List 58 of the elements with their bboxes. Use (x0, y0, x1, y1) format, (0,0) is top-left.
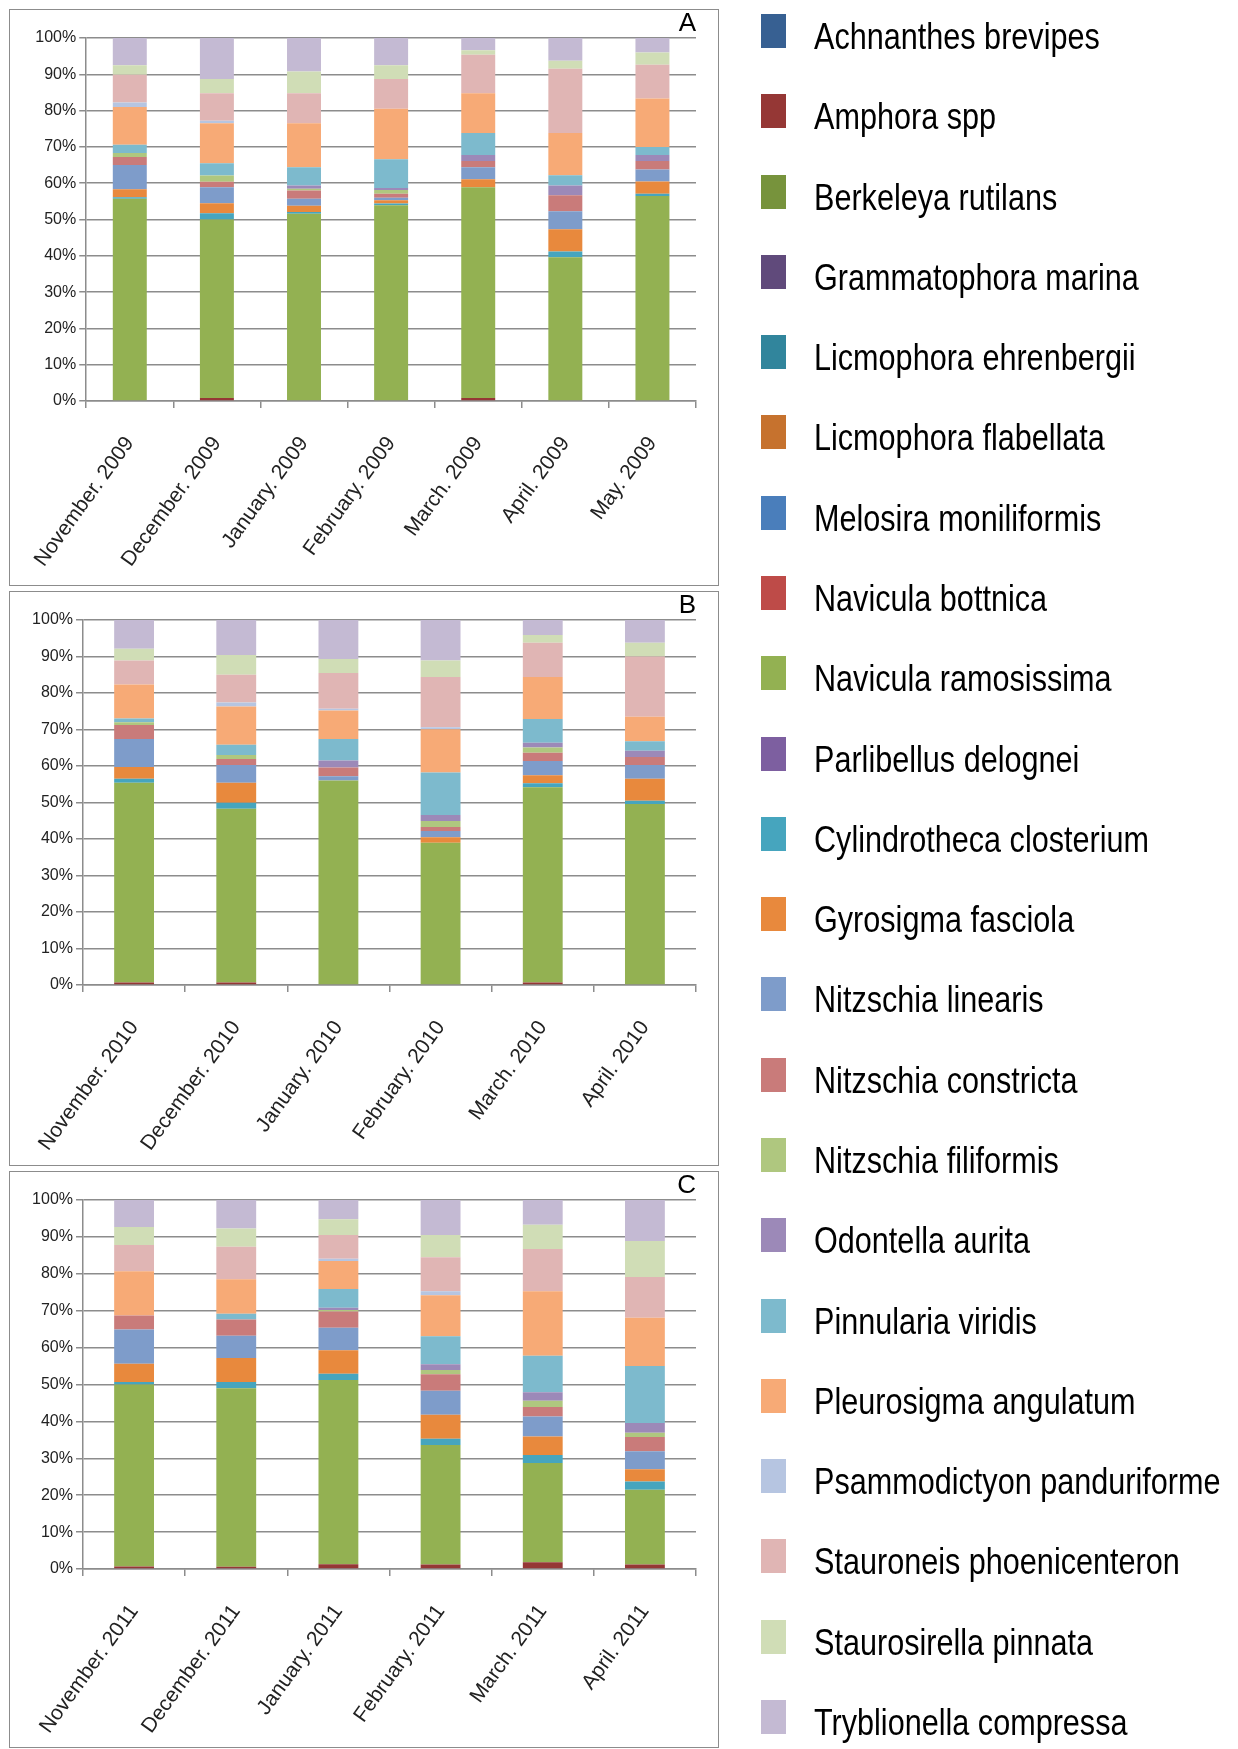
y-tick-label: 40% (44, 246, 77, 264)
y-tick-label: 30% (40, 1448, 73, 1466)
y-tick-label: 70% (40, 1301, 73, 1319)
y-tick-label: 80% (40, 683, 73, 701)
y-tick-label: 40% (40, 829, 73, 847)
legend-label: Melosira moniliformis (814, 497, 1103, 539)
legend-label: Berkeleya rutilans (814, 176, 1059, 218)
legend-label: Grammatophora marina (814, 256, 1140, 298)
y-tick-label: 10% (40, 1522, 73, 1540)
legend-label: Achnanthes brevipes (814, 16, 1101, 57)
y-tick-label: 30% (40, 865, 73, 883)
legend-label: Licmophora ehrenbergii (814, 337, 1137, 379)
y-tick-label: 100% (35, 28, 77, 46)
y-tick-label: 90% (40, 646, 73, 664)
y-tick-label: 50% (40, 1374, 73, 1392)
y-tick-label: 70% (40, 719, 73, 737)
y-tick-label: 20% (40, 902, 73, 920)
y-tick-label: 90% (40, 1227, 73, 1245)
y-tick-label: 50% (40, 792, 73, 810)
y-tick-label: 10% (44, 355, 77, 373)
legend-label: Nitzschia filiformis (814, 1140, 1060, 1181)
legend-label: Pinnularia viridis (814, 1300, 1038, 1342)
legend-label: Nitzschia linearis (814, 979, 1045, 1021)
y-tick-label: 60% (44, 173, 77, 191)
legend-label: Stauroneis phoenicenteron (814, 1541, 1180, 1583)
legend-label: Parlibellus delognei (814, 738, 1081, 780)
y-tick-label: 100% (32, 610, 73, 628)
y-tick-label: 20% (44, 318, 77, 336)
chart-title: B (678, 589, 696, 620)
y-tick-label: 40% (40, 1411, 73, 1429)
y-tick-label: 0% (53, 391, 77, 409)
y-tick-label: 30% (44, 282, 77, 300)
legend-label: Pleurosigma angulatum (814, 1380, 1137, 1422)
y-tick-label: 10% (40, 938, 73, 956)
legend-label: Odontella aurita (814, 1220, 1032, 1262)
chart-title: A (678, 7, 697, 38)
legend-label: Navicula ramosissima (814, 658, 1113, 700)
legend-label: Navicula bottnica (814, 578, 1049, 619)
y-tick-label: 60% (40, 756, 73, 774)
legend-label: Gyrosigma fasciola (814, 899, 1076, 941)
legend-label: Tryblionella compressa (814, 1702, 1129, 1743)
legend-label: Nitzschia constricta (814, 1059, 1079, 1101)
legend-label: Cylindrotheca closterium (814, 818, 1151, 860)
chart-title: C (677, 1169, 696, 1200)
legend-label: Psammodictyon panduriforme (814, 1461, 1221, 1503)
y-tick-label: 20% (40, 1485, 73, 1503)
y-tick-label: 100% (32, 1190, 73, 1208)
y-tick-label: 80% (40, 1264, 73, 1282)
legend-label: Amphora spp (814, 96, 997, 138)
y-tick-label: 90% (44, 64, 77, 82)
legend-label: Staurosirella pinnata (814, 1621, 1094, 1663)
y-tick-label: 0% (49, 975, 73, 993)
y-tick-label: 70% (44, 137, 77, 155)
y-tick-label: 0% (49, 1559, 73, 1577)
y-tick-label: 80% (44, 101, 77, 119)
y-tick-label: 60% (40, 1338, 73, 1356)
y-tick-label: 50% (44, 209, 77, 227)
legend-label: Licmophora flabellata (814, 417, 1106, 459)
